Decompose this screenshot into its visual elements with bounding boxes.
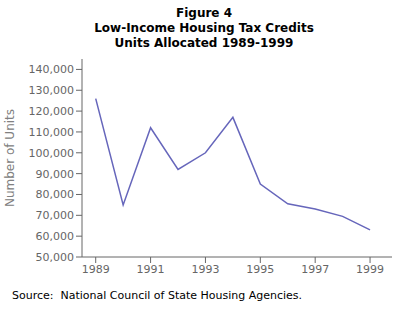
svg-text:110,000: 110,000 (29, 126, 75, 139)
svg-text:1991: 1991 (137, 263, 165, 276)
svg-text:1999: 1999 (356, 263, 384, 276)
svg-text:Number of Units: Number of Units (8, 109, 17, 207)
svg-text:1993: 1993 (191, 263, 219, 276)
svg-text:130,000: 130,000 (29, 84, 75, 97)
svg-text:120,000: 120,000 (29, 105, 75, 118)
svg-text:1997: 1997 (301, 263, 329, 276)
html-text:Figure 4: Figure 4 (176, 6, 232, 20)
svg-text:140,000: 140,000 (29, 63, 75, 76)
svg-text:1995: 1995 (246, 263, 274, 276)
svg-text:50,000: 50,000 (36, 251, 75, 264)
html-text:Source: National Council of St: Source: National Council of State Housin… (12, 289, 303, 302)
svg-text:70,000: 70,000 (36, 209, 75, 222)
svg-text:80,000: 80,000 (36, 188, 75, 201)
svg-text:90,000: 90,000 (36, 168, 75, 181)
svg-text:100,000: 100,000 (29, 147, 75, 160)
svg-text:60,000: 60,000 (36, 230, 75, 243)
html-text:Low-Income Housing Tax Credits: Low-Income Housing Tax Credits (94, 21, 314, 35)
html-text:Units Allocated 1989-1999: Units Allocated 1989-1999 (114, 36, 294, 50)
svg-text:1989: 1989 (82, 263, 110, 276)
